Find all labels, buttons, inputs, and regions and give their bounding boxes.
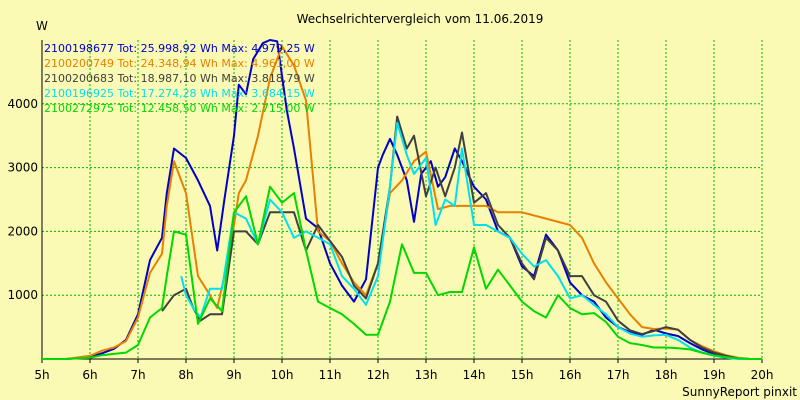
legend-entry: 2100200683 Tot: 18.987,10 Wh Max: 3.818,… [44,72,315,85]
x-tick-label: 13h [415,368,438,382]
y-tick-label: 2000 [7,224,38,238]
legend-entry: 2100200749 Tot: 24.348,94 Wh Max: 4.961,… [44,57,315,70]
x-tick-label: 7h [130,368,145,382]
series-line-5 [42,185,762,360]
x-tick-label: 14h [463,368,486,382]
x-tick-label: 6h [82,368,97,382]
axes: 1000 2000 3000 4000 5h 6h 7h 8h 9h 10h 11h 12h 13h 14… [7,40,773,382]
legend: 2100198677 Tot: 25.998,92 Wh Max: 4.979,… [44,42,315,115]
x-tick-label: 10h [271,368,294,382]
footer-credit: SunnyReport pinxit [682,385,797,399]
y-tick-label: 1000 [7,288,38,302]
x-tick-label: 18h [655,368,678,382]
x-tick-label: 15h [511,368,534,382]
x-tick-label: 20h [751,368,774,382]
x-tick-label: 12h [367,368,390,382]
legend-entry: 2100196925 Tot: 17.274,28 Wh Max: 3.684,… [44,87,315,100]
legend-entry: 2100272975 Tot: 12.458,50 Wh Max: 2.715,… [44,102,315,115]
x-tick-label: 5h [34,368,49,382]
x-tick-label: 19h [703,368,726,382]
y-tick-label: 4000 [7,97,38,111]
x-tick-label: 11h [319,368,342,382]
x-tick-label: 17h [607,368,630,382]
series-line-4 [180,121,762,360]
x-tick-label: 8h [178,368,193,382]
legend-entry: 2100198677 Tot: 25.998,92 Wh Max: 4.979,… [44,42,315,55]
x-tick-label: 9h [226,368,241,382]
x-tick-label: 16h [559,368,582,382]
series-layer [42,39,762,360]
y-axis-unit: W [36,19,48,33]
chart-title: Wechselrichtervergleich vom 11.06.2019 [297,12,544,26]
y-tick-label: 3000 [7,161,38,175]
